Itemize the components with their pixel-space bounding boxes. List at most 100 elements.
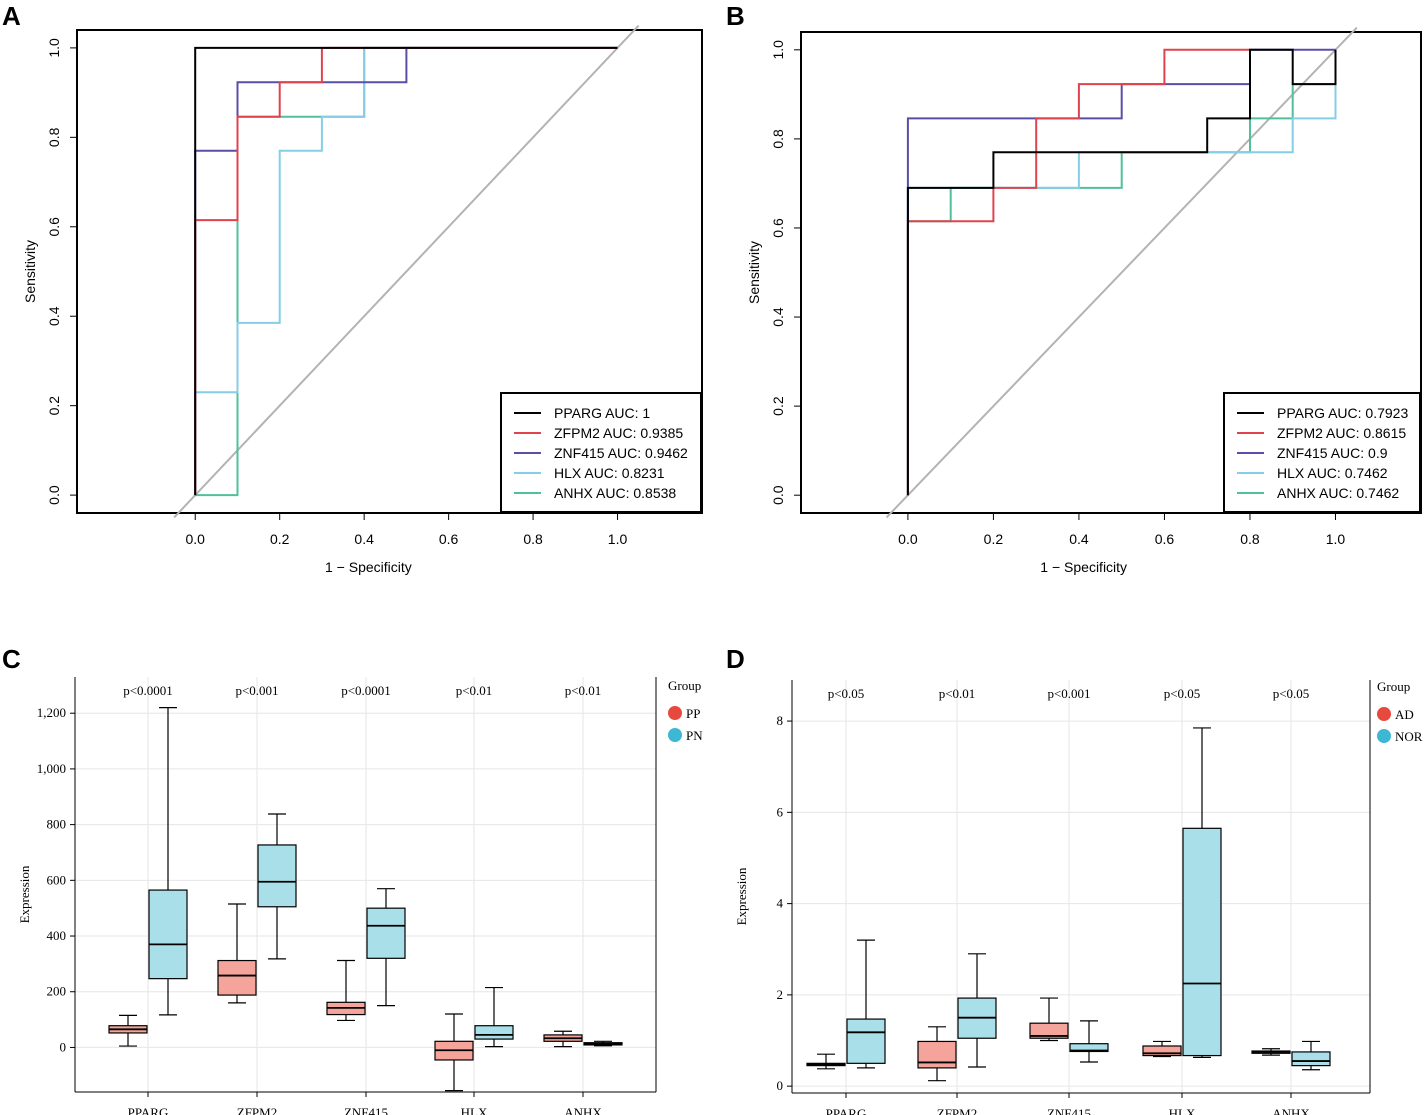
- legend-item: ZFPM2 AUC: 0.9385: [514, 425, 683, 441]
- legend-label: PPARG AUC: 0.7923: [1277, 405, 1408, 421]
- legend-label: PN: [686, 728, 703, 743]
- p-value-label: p<0.01: [565, 683, 602, 698]
- legend-title: Group: [668, 678, 701, 693]
- y-tick-label: 0.6: [770, 218, 786, 238]
- legend-item: ANHX AUC: 0.7462: [1237, 485, 1399, 501]
- y-tick-label: 0.6: [46, 217, 62, 237]
- y-tick-label: 600: [47, 872, 67, 887]
- roc-curve-zfpm2: [906, 48, 1250, 496]
- group-legend: Group AD NOR: [1377, 679, 1423, 744]
- roc-legend: PPARG AUC: 1 ZFPM2 AUC: 0.9385 ZNF415 AUC:…: [500, 392, 702, 513]
- box-ad-anhx: [1251, 1048, 1291, 1056]
- p-value-label: p<0.01: [456, 683, 493, 698]
- x-axis-label: 1 − Specificity: [1040, 559, 1127, 575]
- x-tick-label: ANHX: [564, 1105, 602, 1115]
- x-axis: 0.0 0.2 0.4 0.6 0.8 1.0: [898, 512, 1346, 547]
- x-tick-label: ZNF415: [1047, 1106, 1091, 1115]
- box-iqr: [217, 959, 257, 996]
- x-tick-label: HLX: [461, 1105, 488, 1115]
- x-tick-label: 0.8: [1240, 531, 1260, 547]
- x-tick-label: 1.0: [1326, 531, 1346, 547]
- y-tick-label: 1.0: [46, 38, 62, 58]
- roc-legend: PPARG AUC: 0.7923 ZFPM2 AUC: 0.8615 ZNF415…: [1223, 392, 1421, 513]
- legend-label: ZNF415 AUC: 0.9: [1277, 445, 1388, 461]
- y-tick-label: 800: [47, 817, 67, 832]
- p-value-label: p<0.0001: [123, 683, 173, 698]
- legend-item: PN: [668, 728, 703, 743]
- p-value-label: p<0.001: [235, 683, 278, 698]
- group-legend: Group PP PN: [668, 678, 703, 743]
- x-tick-label: 0.4: [354, 531, 374, 547]
- x-tick-label: 0.8: [523, 531, 543, 547]
- legend-title: Group: [1377, 679, 1410, 694]
- legend-item: HLX AUC: 0.7462: [1237, 465, 1388, 481]
- y-tick-label: 1.0: [770, 40, 786, 60]
- box-pn-znf415: [366, 888, 406, 1007]
- x-tick-label: 0.4: [1069, 531, 1089, 547]
- roc-curves: [885, 26, 1358, 519]
- legend-label: ANHX AUC: 0.7462: [1277, 485, 1399, 501]
- legend-item: PP: [668, 706, 700, 721]
- roc-curve-hlx: [194, 46, 618, 496]
- legend-label: NOR: [1395, 729, 1423, 744]
- reference-diagonal: [173, 24, 640, 519]
- y-tick-label: 4: [777, 896, 784, 911]
- y-axis: 0.0 0.2 0.4 0.6 0.8 1.0: [46, 38, 77, 505]
- x-tick-label: 1.0: [608, 531, 628, 547]
- panel-c: C 0 200 400 600 800 1,000 1,200 PPARG ZFPM2 ZNF41…: [2, 644, 703, 1115]
- panel-b: B 0.0 0.2 0.4 0.6 0.8 1.0 0.00.20.40.60.81.0 …: [726, 1, 1422, 575]
- y-tick-label: 0.8: [46, 127, 62, 147]
- box-nor-znf415: [1069, 1020, 1109, 1063]
- x-tick-label: 0.6: [1155, 531, 1175, 547]
- box-pp-hlx: [434, 1013, 474, 1092]
- roc-curve-pparg: [194, 46, 618, 496]
- y-tick-label: 0.2: [46, 396, 62, 416]
- box-nor-hlx: [1182, 727, 1222, 1059]
- y-tick-label: 0.4: [46, 306, 62, 326]
- p-value-label: p<0.001: [1047, 686, 1090, 701]
- x-tick-label: ZFPM2: [937, 1106, 977, 1115]
- x-tick-label: 0.0: [898, 531, 918, 547]
- legend-label: HLX AUC: 0.7462: [1277, 465, 1388, 481]
- y-tick-label: 0: [60, 1039, 67, 1054]
- box-iqr: [1142, 1045, 1182, 1057]
- legend-item: ZNF415 AUC: 0.9462: [514, 445, 688, 461]
- box-iqr: [917, 1040, 957, 1069]
- roc-curve-zfpm2: [194, 46, 618, 496]
- x-axis-label: 1 − Specificity: [325, 559, 412, 575]
- box-nor-zfpm2: [957, 953, 997, 1068]
- axes: 0 200 400 600 800 1,000 1,200 PPARG ZFPM2 ZNF415 H…: [37, 677, 657, 1115]
- y-tick-label: 0.2: [770, 396, 786, 416]
- legend-item: AD: [1377, 707, 1414, 722]
- box-pn-anhx: [583, 1040, 623, 1047]
- axes: 0 2 4 6 8 PPARG ZFPM2 ZNF415 HLX ANHX: [777, 680, 1371, 1115]
- legend-label: ANHX AUC: 0.8538: [554, 485, 676, 501]
- legend-dot: [1377, 729, 1391, 743]
- y-axis-label: Sensitivity: [746, 241, 762, 304]
- legend-item: PPARG AUC: 0.7923: [1237, 405, 1408, 421]
- y-tick-label: 400: [47, 928, 67, 943]
- y-tick-label: 1,000: [37, 761, 66, 776]
- grid: [75, 677, 656, 1092]
- box-pn-hlx: [474, 986, 514, 1048]
- x-axis: 0.0 0.2 0.4 0.6 0.8 1.0: [186, 512, 628, 547]
- box-plots: [108, 707, 623, 1092]
- y-tick-label: 0.4: [770, 307, 786, 327]
- y-tick-label: 6: [777, 804, 784, 819]
- box-iqr: [1182, 827, 1222, 1057]
- y-tick-label: 0.8: [770, 129, 786, 149]
- x-tick-label: 0.2: [270, 531, 290, 547]
- box-ad-pparg: [806, 1053, 846, 1070]
- box-iqr: [474, 1025, 514, 1040]
- p-value-label: p<0.05: [1164, 686, 1201, 701]
- p-value-label: p<0.05: [1273, 686, 1310, 701]
- legend-label: PPARG AUC: 1: [554, 405, 650, 421]
- box-ad-znf415: [1029, 997, 1069, 1042]
- box-pp-zfpm2: [217, 903, 257, 1004]
- y-axis-label: Sensitivity: [22, 240, 38, 303]
- panel-c-letter: C: [2, 644, 21, 674]
- x-tick-label: PPARG: [826, 1106, 867, 1115]
- legend-label: PP: [686, 706, 700, 721]
- panel-d-letter: D: [726, 644, 745, 674]
